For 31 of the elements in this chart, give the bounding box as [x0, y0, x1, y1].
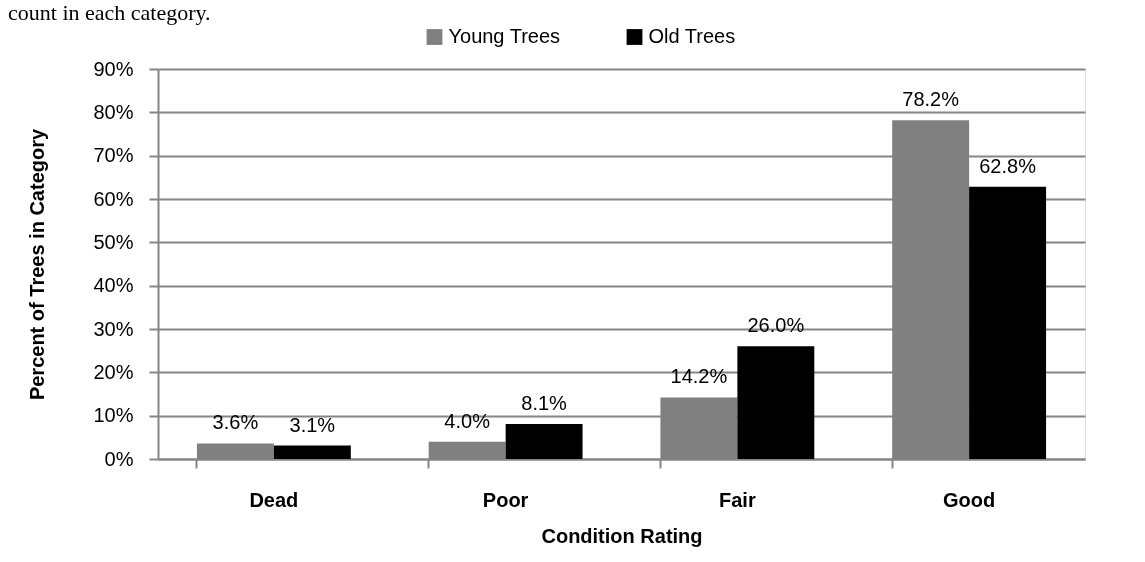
legend-label: Young Trees [448, 25, 561, 47]
y-tick-label: 70% [93, 144, 134, 167]
y-tick-label: 20% [93, 360, 134, 383]
data-label: 4.0% [444, 409, 491, 432]
y-axis-title: Percent of Trees in Category [26, 128, 49, 401]
x-tick-label: Fair [719, 488, 756, 511]
bar [969, 186, 1047, 459]
data-label: 3.6% [212, 411, 259, 434]
y-tick-label: 10% [93, 404, 134, 427]
data-label: 62.8% [979, 154, 1037, 177]
x-axis-title: Condition Rating [541, 524, 703, 547]
data-label: 3.1% [289, 413, 336, 436]
y-tick-label: 90% [93, 57, 134, 80]
y-tick-label: 80% [93, 100, 134, 123]
x-tick-label: Good [943, 488, 996, 511]
y-tick-label: 40% [93, 274, 134, 297]
bar [737, 346, 815, 459]
data-label: 8.1% [521, 391, 568, 414]
legend-label: Old Trees [648, 25, 736, 47]
data-label: 78.2% [902, 88, 960, 111]
data-label: 26.0% [747, 314, 805, 337]
data-label: 14.2% [670, 365, 728, 388]
bar [273, 445, 351, 459]
bar [505, 423, 583, 459]
y-tick-label: 60% [93, 187, 134, 210]
y-tick-label: 50% [93, 230, 134, 253]
y-tick-label: 0% [104, 447, 134, 470]
x-tick-label: Dead [249, 488, 299, 511]
y-tick-label: 30% [93, 317, 134, 340]
text: count in each category. [8, 0, 211, 25]
x-tick-label: Poor [482, 488, 529, 511]
